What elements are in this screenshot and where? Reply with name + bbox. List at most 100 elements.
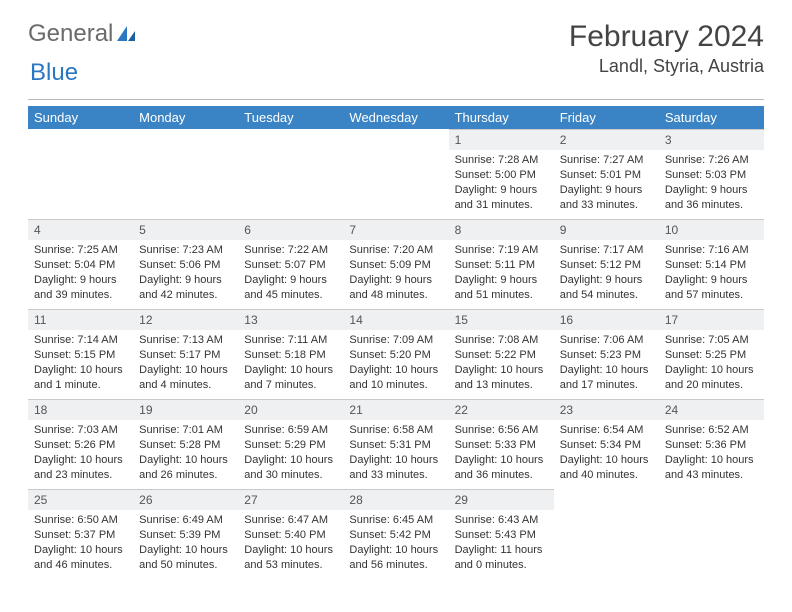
day-sunrise: Sunrise: 7:22 AM [244, 243, 337, 258]
day-sunset: Sunset: 5:09 PM [349, 258, 442, 273]
day-sunrise: Sunrise: 7:08 AM [455, 333, 548, 348]
day-body: Sunrise: 7:22 AMSunset: 5:07 PMDaylight:… [238, 240, 343, 308]
day-daylight: Daylight: 9 hours and 51 minutes. [455, 273, 548, 303]
day-daylight: Daylight: 9 hours and 57 minutes. [665, 273, 758, 303]
day-sunrise: Sunrise: 6:49 AM [139, 513, 232, 528]
month-title: February 2024 [569, 20, 764, 54]
day-sunset: Sunset: 5:11 PM [455, 258, 548, 273]
day-body: Sunrise: 7:09 AMSunset: 5:20 PMDaylight:… [343, 330, 448, 398]
day-daylight: Daylight: 10 hours and 7 minutes. [244, 363, 337, 393]
day-number: 10 [659, 219, 764, 240]
day-sunset: Sunset: 5:39 PM [139, 528, 232, 543]
day-body: Sunrise: 7:27 AMSunset: 5:01 PMDaylight:… [554, 150, 659, 218]
calendar-day-cell: 15Sunrise: 7:08 AMSunset: 5:22 PMDayligh… [449, 309, 554, 399]
day-number: 15 [449, 309, 554, 330]
calendar-header-cell: Wednesday [343, 106, 448, 129]
day-daylight: Daylight: 10 hours and 43 minutes. [665, 453, 758, 483]
day-sunset: Sunset: 5:00 PM [455, 168, 548, 183]
calendar-day-cell: 8 Sunrise: 7:19 AMSunset: 5:11 PMDaylight… [449, 219, 554, 309]
day-number: 20 [238, 399, 343, 420]
day-body: Sunrise: 6:59 AMSunset: 5:29 PMDaylight:… [238, 420, 343, 488]
day-number: 9 [554, 219, 659, 240]
calendar-day-cell: 29 Sunrise: 6:43 AMSunset: 5:43 PMDayligh… [449, 489, 554, 579]
day-sunset: Sunset: 5:36 PM [665, 438, 758, 453]
day-body: Sunrise: 7:17 AMSunset: 5:12 PMDaylight:… [554, 240, 659, 308]
day-sunset: Sunset: 5:18 PM [244, 348, 337, 363]
day-number: 28 [343, 489, 448, 510]
day-number: 29 [449, 489, 554, 510]
day-number: 1 [449, 129, 554, 150]
day-body: Sunrise: 7:08 AMSunset: 5:22 PMDaylight:… [449, 330, 554, 398]
calendar-header-cell: Friday [554, 106, 659, 129]
calendar-table: SundayMondayTuesdayWednesdayThursdayFrid… [28, 106, 764, 579]
day-number: 12 [133, 309, 238, 330]
calendar-header-cell: Monday [133, 106, 238, 129]
day-daylight: Daylight: 9 hours and 36 minutes. [665, 183, 758, 213]
day-sunrise: Sunrise: 7:19 AM [455, 243, 548, 258]
day-daylight: Daylight: 10 hours and 4 minutes. [139, 363, 232, 393]
day-sunset: Sunset: 5:33 PM [455, 438, 548, 453]
day-sunrise: Sunrise: 6:45 AM [349, 513, 442, 528]
calendar-day-cell: 5Sunrise: 7:23 AMSunset: 5:06 PMDaylight… [133, 219, 238, 309]
day-sunset: Sunset: 5:25 PM [665, 348, 758, 363]
calendar-day-cell [343, 129, 448, 219]
day-sunset: Sunset: 5:43 PM [455, 528, 548, 543]
calendar-day-cell: 1Sunrise: 7:28 AMSunset: 5:00 PMDaylight… [449, 129, 554, 219]
day-body: Sunrise: 7:06 AMSunset: 5:23 PMDaylight:… [554, 330, 659, 398]
calendar-day-cell: 10Sunrise: 7:16 AMSunset: 5:14 PMDayligh… [659, 219, 764, 309]
day-number: 4 [28, 219, 133, 240]
calendar-header-cell: Thursday [449, 106, 554, 129]
calendar-day-cell: 24Sunrise: 6:52 AMSunset: 5:36 PMDayligh… [659, 399, 764, 489]
day-body: Sunrise: 7:26 AMSunset: 5:03 PMDaylight:… [659, 150, 764, 218]
day-number: 3 [659, 129, 764, 150]
day-sunset: Sunset: 5:31 PM [349, 438, 442, 453]
calendar-day-cell: 28Sunrise: 6:45 AMSunset: 5:42 PMDayligh… [343, 489, 448, 579]
day-daylight: Daylight: 10 hours and 33 minutes. [349, 453, 442, 483]
calendar-week-row: 4Sunrise: 7:25 AMSunset: 5:04 PMDaylight… [28, 219, 764, 309]
calendar-day-cell: 26Sunrise: 6:49 AMSunset: 5:39 PMDayligh… [133, 489, 238, 579]
day-daylight: Daylight: 9 hours and 39 minutes. [34, 273, 127, 303]
day-daylight: Daylight: 10 hours and 30 minutes. [244, 453, 337, 483]
day-number: 7 [343, 219, 448, 240]
day-sunset: Sunset: 5:17 PM [139, 348, 232, 363]
day-daylight: Daylight: 10 hours and 20 minutes. [665, 363, 758, 393]
day-sunrise: Sunrise: 7:01 AM [139, 423, 232, 438]
day-body: Sunrise: 6:52 AMSunset: 5:36 PMDaylight:… [659, 420, 764, 488]
day-number: 26 [133, 489, 238, 510]
day-daylight: Daylight: 10 hours and 13 minutes. [455, 363, 548, 393]
day-daylight: Daylight: 11 hours and 0 minutes. [455, 543, 548, 573]
day-body: Sunrise: 6:54 AMSunset: 5:34 PMDaylight:… [554, 420, 659, 488]
day-number: 13 [238, 309, 343, 330]
day-sunset: Sunset: 5:28 PM [139, 438, 232, 453]
day-sunrise: Sunrise: 7:27 AM [560, 153, 653, 168]
logo-text-blue: Blue [30, 59, 78, 86]
day-sunset: Sunset: 5:06 PM [139, 258, 232, 273]
calendar-day-cell: 4Sunrise: 7:25 AMSunset: 5:04 PMDaylight… [28, 219, 133, 309]
day-sunrise: Sunrise: 6:43 AM [455, 513, 548, 528]
day-number: 8 [449, 219, 554, 240]
day-body: Sunrise: 7:25 AMSunset: 5:04 PMDaylight:… [28, 240, 133, 308]
day-body: Sunrise: 7:16 AMSunset: 5:14 PMDaylight:… [659, 240, 764, 308]
day-daylight: Daylight: 10 hours and 17 minutes. [560, 363, 653, 393]
day-sunset: Sunset: 5:37 PM [34, 528, 127, 543]
day-sunset: Sunset: 5:03 PM [665, 168, 758, 183]
day-sunrise: Sunrise: 6:56 AM [455, 423, 548, 438]
day-daylight: Daylight: 9 hours and 45 minutes. [244, 273, 337, 303]
day-daylight: Daylight: 10 hours and 1 minute. [34, 363, 127, 393]
day-number: 11 [28, 309, 133, 330]
day-sunset: Sunset: 5:07 PM [244, 258, 337, 273]
calendar-day-cell: 20Sunrise: 6:59 AMSunset: 5:29 PMDayligh… [238, 399, 343, 489]
day-sunrise: Sunrise: 7:11 AM [244, 333, 337, 348]
day-number: 17 [659, 309, 764, 330]
day-body: Sunrise: 7:13 AMSunset: 5:17 PMDaylight:… [133, 330, 238, 398]
day-sunset: Sunset: 5:01 PM [560, 168, 653, 183]
calendar-day-cell: 16Sunrise: 7:06 AMSunset: 5:23 PMDayligh… [554, 309, 659, 399]
calendar-header-row: SundayMondayTuesdayWednesdayThursdayFrid… [28, 106, 764, 129]
day-daylight: Daylight: 10 hours and 23 minutes. [34, 453, 127, 483]
day-body: Sunrise: 7:05 AMSunset: 5:25 PMDaylight:… [659, 330, 764, 398]
day-daylight: Daylight: 10 hours and 40 minutes. [560, 453, 653, 483]
day-sunrise: Sunrise: 7:26 AM [665, 153, 758, 168]
day-sunrise: Sunrise: 7:20 AM [349, 243, 442, 258]
day-number: 18 [28, 399, 133, 420]
calendar-day-cell: 6Sunrise: 7:22 AMSunset: 5:07 PMDaylight… [238, 219, 343, 309]
